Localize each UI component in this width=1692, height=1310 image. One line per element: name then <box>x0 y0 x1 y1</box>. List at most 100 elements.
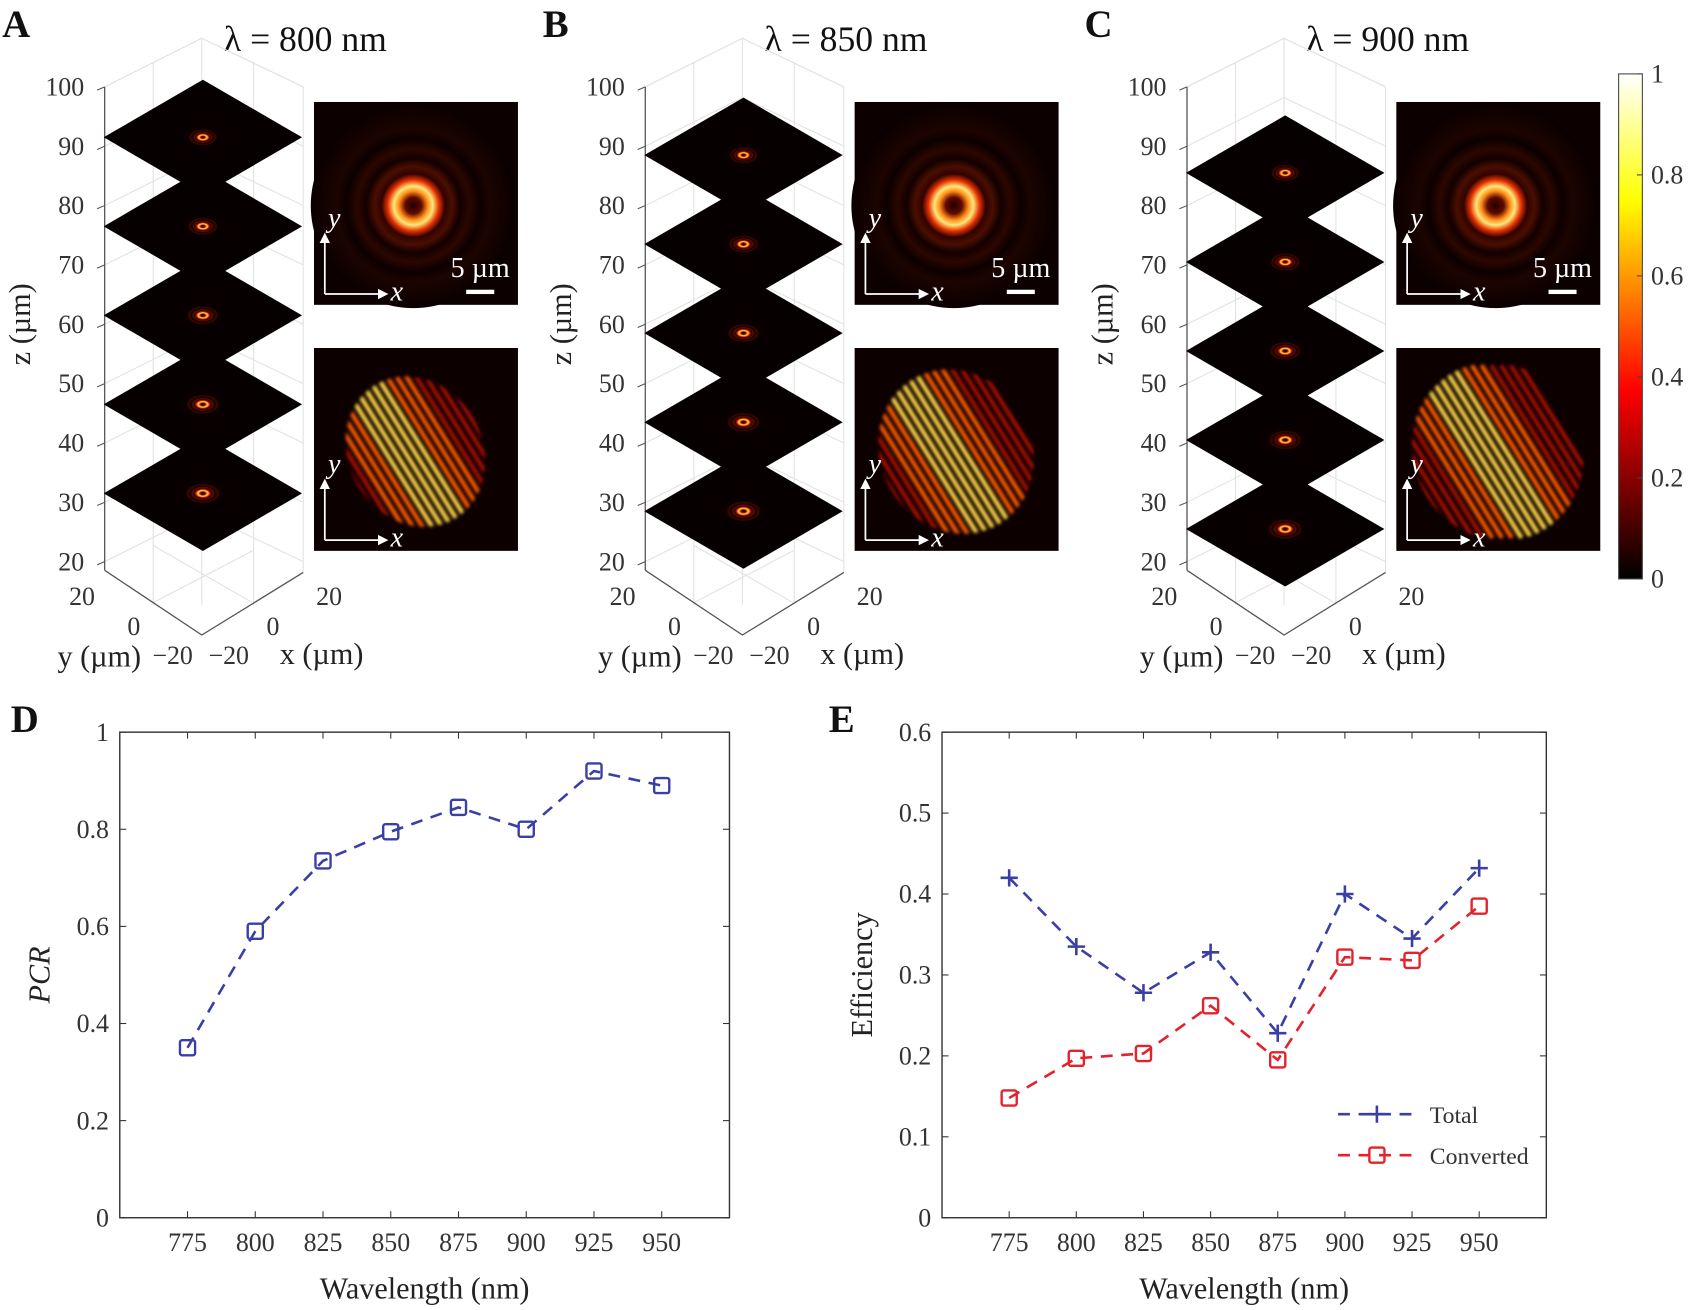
z-tick-label: 70 <box>58 251 84 280</box>
data-point <box>1368 1146 1386 1164</box>
legend-item: Total <box>1338 1103 1479 1129</box>
z-tick <box>96 86 105 91</box>
series-pcr <box>178 762 671 1057</box>
data-point <box>1336 885 1354 903</box>
intensity-slice <box>103 435 303 551</box>
scale-bar <box>1006 289 1035 295</box>
data-point <box>1067 937 1085 956</box>
z-tick <box>96 205 105 210</box>
grid-line <box>104 37 304 88</box>
y-tick-label: 0.1 <box>899 1122 931 1151</box>
panel-letter: E <box>829 698 855 741</box>
data-point <box>1134 1044 1153 1063</box>
x-tick-label: 775 <box>168 1228 207 1257</box>
data-point <box>1368 1105 1386 1123</box>
fringe <box>318 364 403 540</box>
legend-label: Total <box>1430 1103 1479 1129</box>
legend: Total Converted <box>1338 1103 1529 1170</box>
z-tick <box>96 501 105 507</box>
x-tick-label: 20 <box>857 582 883 611</box>
z-axis-label: z (µm) <box>1086 283 1120 365</box>
y-tick-label: 0.6 <box>899 718 931 747</box>
x-tick-label: 800 <box>236 1228 275 1257</box>
scale-bar-label: 5 µm <box>1533 253 1592 284</box>
z-tick-label: 40 <box>599 429 625 458</box>
z-tick <box>1179 264 1188 269</box>
y-tick-label: 0 <box>1210 612 1223 641</box>
vortex-ring <box>310 103 516 309</box>
panel-title: λ = 900 nm <box>1306 19 1469 59</box>
base-axes <box>104 569 304 636</box>
data-point <box>1134 984 1153 1002</box>
grid-line <box>693 550 794 604</box>
z-tick <box>1179 561 1188 566</box>
vortex-ring <box>707 312 780 354</box>
inset-y-label: y <box>1407 203 1423 234</box>
data-point <box>178 1039 197 1057</box>
z-tick-label: 100 <box>1128 72 1167 101</box>
vortex-ring <box>164 470 242 516</box>
z-tick <box>96 561 105 566</box>
z-tick-label: 50 <box>599 369 625 398</box>
z-tick <box>637 264 646 269</box>
colorbar-tick-label: 0.4 <box>1651 363 1683 392</box>
fringe <box>889 364 1002 540</box>
y-tick-label: 20 <box>610 582 636 611</box>
efficiency-plots: D 775 800 825 850 875 900 925 950 0 0.2 0.4 0.6 0.8 1 W… <box>11 698 1548 1306</box>
series-converted <box>1000 897 1488 1107</box>
grid-line <box>693 545 794 604</box>
fringe <box>358 364 471 540</box>
data-point <box>1000 1089 1018 1107</box>
fringe <box>368 364 480 540</box>
z-tick <box>96 264 105 269</box>
z-tick-label: 30 <box>599 488 625 517</box>
x-tick-label: 900 <box>1325 1228 1364 1257</box>
data-point <box>314 852 332 870</box>
y-tick-label: 0 <box>127 612 140 641</box>
z-tick-label: 50 <box>58 369 84 398</box>
inset-y-label: y <box>325 449 341 480</box>
data-point <box>517 820 535 839</box>
fringe <box>976 364 1064 540</box>
colorbar-tick-label: 0.6 <box>1651 262 1683 291</box>
z-tick <box>637 145 646 150</box>
z-tick-label: 70 <box>1141 251 1167 280</box>
vortex-ring <box>704 488 783 534</box>
z-tick <box>96 442 105 447</box>
z-tick-label: 90 <box>58 132 84 161</box>
x-tick-label: 775 <box>990 1228 1029 1257</box>
vortex-ring <box>1393 103 1599 309</box>
panel-title: λ = 850 nm <box>765 19 928 59</box>
data-point <box>1470 897 1488 915</box>
vortex-ring <box>165 382 241 426</box>
scale-bar-label: 5 µm <box>991 253 1050 284</box>
y-axis-label: y (µm) <box>57 639 141 673</box>
legend-item: Converted <box>1338 1144 1529 1170</box>
y-tick-label: 20 <box>69 582 95 611</box>
intensity-slice <box>644 186 843 302</box>
x-tick-label: 20 <box>316 582 342 611</box>
z-tick <box>637 86 646 91</box>
scale-bar <box>466 289 495 295</box>
z-tick <box>637 323 646 328</box>
series-line <box>1008 905 1480 1100</box>
series-line <box>186 769 662 1049</box>
vortex-ring <box>851 103 1057 309</box>
colorbar-gradient <box>1618 73 1643 580</box>
z-tick-label: 90 <box>599 132 625 161</box>
x-tick-label: −20 <box>1291 641 1331 670</box>
panel-letter: D <box>11 698 39 741</box>
y-tick-label: 0.6 <box>77 912 109 941</box>
z-tick-label: 20 <box>58 547 84 576</box>
z-tick <box>1179 145 1188 150</box>
fringe <box>899 364 1011 540</box>
y-axis-label: y (µm) <box>1140 639 1224 673</box>
data-point <box>1201 996 1220 1015</box>
fringe <box>1411 364 1524 540</box>
y-tick-label: 0.5 <box>899 799 931 828</box>
y-tick-label: 0.8 <box>77 815 109 844</box>
vortex-ring <box>167 294 239 337</box>
